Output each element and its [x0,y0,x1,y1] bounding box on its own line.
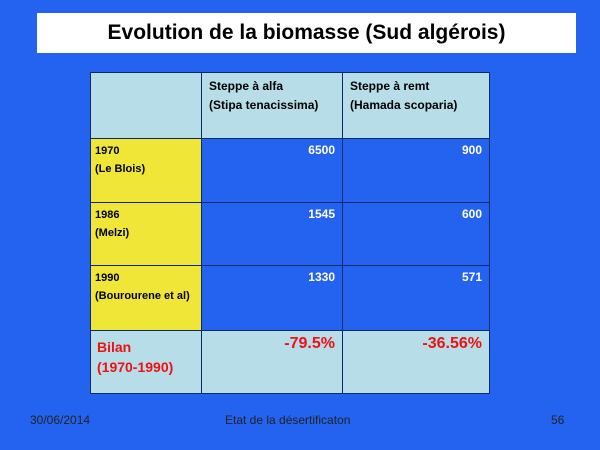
row-label: 1970 (Le Blois) [90,138,202,203]
row-label: 1990 (Bourourene et al) [90,265,202,331]
value-cell: 600 [342,202,490,266]
label-line: Bilan [97,339,132,355]
column-header: Steppe à remt (Hamada scoparia) [342,72,490,139]
label-line: (Bourourene et al) [95,290,190,302]
footer-date: 30/06/2014 [30,413,91,427]
label-line: (1970-1990) [97,359,174,375]
label-line: 1986 [95,209,120,221]
page-number: 56 [551,413,565,427]
label-line: 1990 [95,272,120,284]
value-cell: 6500 [201,138,343,203]
corner-cell [90,72,202,139]
footer-center: Etat de la désertificaton [225,413,351,427]
header-line: (Stipa tenacissima) [209,98,319,112]
row-label: Bilan (1970-1990) [90,330,202,394]
header-line: Steppe à alfa [209,79,284,93]
value-cell: 900 [342,138,490,203]
value-cell: 571 [342,265,490,331]
header-line: Steppe à remt [350,79,430,93]
slide-title: Evolution de la biomasse (Sud algérois) [37,13,576,53]
label-line: 1970 [95,145,120,157]
header-line: (Hamada scoparia) [350,98,458,112]
row-label: 1986 (Melzi) [90,202,202,266]
label-line: (Le Blois) [95,163,146,175]
label-line: (Melzi) [95,227,130,239]
summary-cell: -79.5% [201,330,343,394]
value-cell: 1545 [201,202,343,266]
column-header: Steppe à alfa (Stipa tenacissima) [201,72,343,139]
value-cell: 1330 [201,265,343,331]
summary-cell: -36.56% [342,330,490,394]
